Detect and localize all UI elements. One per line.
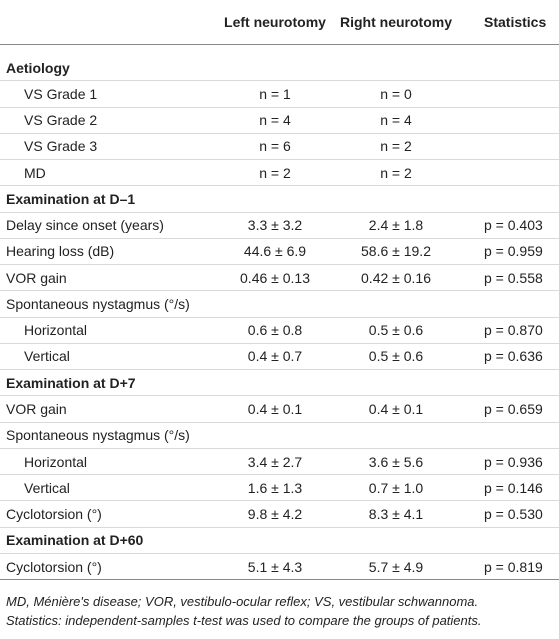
table-cell: p = 0.936 <box>484 453 543 470</box>
table-row: VS Grade 3 n = 6 n = 2 <box>0 134 559 161</box>
table-cell: p = 0.659 <box>484 401 543 417</box>
row-label: Spontaneous nystagmus (°/s) <box>6 295 190 312</box>
table-cell: 3.6 ± 5.6 <box>368 453 424 470</box>
section-row: Examination at D–1 <box>0 186 559 213</box>
table-cell: p = 0.403 <box>484 217 543 234</box>
table-row: VS Grade 1 n = 1 n = 0 <box>0 81 559 108</box>
table-cell: n = 2 <box>259 164 291 181</box>
row-label: MD <box>24 164 46 181</box>
table-cell: n = 4 <box>380 112 412 129</box>
table-cell: n = 2 <box>380 138 412 155</box>
table-cell: n = 4 <box>259 112 291 129</box>
table-row: VS Grade 2 n = 4 n = 4 <box>0 108 559 134</box>
table-cell: 0.5 ± 0.6 <box>368 348 424 365</box>
table-row: VOR gain 0.46 ± 0.13 0.42 ± 0.16 p = 0.558 <box>0 265 559 292</box>
table-header: Left neurotomy Right neurotomy Statistic… <box>0 0 559 45</box>
row-label: Horizontal <box>24 453 88 470</box>
row-label: Cyclotorsion (°) <box>6 558 102 575</box>
table-row: VOR gain 0.4 ± 0.1 0.4 ± 0.1 p = 0.659 <box>0 396 559 423</box>
table-cell: 1.6 ± 1.3 <box>247 479 303 496</box>
row-label: Cyclotorsion (°) <box>6 506 102 523</box>
row-label: VS Grade 2 <box>24 112 98 129</box>
row-label: VS Grade 1 <box>24 85 98 102</box>
table-cell: n = 1 <box>259 85 291 102</box>
table-cell: 0.42 ± 0.16 <box>361 269 431 286</box>
table-row: Vertical 1.6 ± 1.3 0.7 ± 1.0 p = 0.146 <box>0 475 559 502</box>
table-cell: 44.6 ± 6.9 <box>243 243 307 260</box>
table-row: MD n = 2 n = 2 <box>0 160 559 187</box>
header-cell: Statistics <box>484 14 547 30</box>
row-label: VOR gain <box>6 401 67 417</box>
table-cell: p = 0.558 <box>484 269 543 286</box>
table-cell: 2.4 ± 1.8 <box>368 217 424 234</box>
table-cell: 8.3 ± 4.1 <box>368 506 424 523</box>
table-cell: p = 0.870 <box>484 322 543 339</box>
section-title: Examination at D+60 <box>6 532 144 549</box>
section-row: Examination at D+60 <box>0 528 559 554</box>
table-cell: p = 0.636 <box>484 348 543 365</box>
section-title: Aetiology <box>6 59 70 76</box>
header-cell: Left neurotomy <box>224 14 326 30</box>
header-cell: Right neurotomy <box>340 14 452 30</box>
table-cell: p = 0.146 <box>484 479 543 496</box>
row-label: Spontaneous nystagmus (°/s) <box>6 427 190 444</box>
table-cell: 0.46 ± 0.13 <box>240 269 310 286</box>
table-cell: n = 6 <box>259 138 291 155</box>
section-row: Aetiology <box>0 55 559 82</box>
row-label: Delay since onset (years) <box>6 217 164 234</box>
table-cell: n = 2 <box>380 164 412 181</box>
row-label: Vertical <box>24 479 70 496</box>
table-cell: 5.1 ± 4.3 <box>247 558 303 575</box>
section-title: Examination at D–1 <box>6 190 136 207</box>
table-row: Vertical 0.4 ± 0.7 0.5 ± 0.6 p = 0.636 <box>0 344 559 371</box>
table-cell: 0.7 ± 1.0 <box>368 479 424 496</box>
row-label: Hearing loss (dB) <box>6 243 115 260</box>
table-row: Spontaneous nystagmus (°/s) <box>0 423 559 449</box>
table-cell: n = 0 <box>380 85 412 102</box>
table-cell: 0.6 ± 0.8 <box>247 322 303 339</box>
table-row: Cyclotorsion (°) 5.1 ± 4.3 5.7 ± 4.9 p = 0.… <box>0 554 559 581</box>
table-cell: 58.6 ± 19.2 <box>361 243 431 260</box>
table-row: Horizontal 3.4 ± 2.7 3.6 ± 5.6 p = 0.936 <box>0 449 559 476</box>
table-cell: 0.4 ± 0.1 <box>247 401 303 417</box>
table-row: Delay since onset (years) 3.3 ± 3.2 2.4 ± … <box>0 213 559 239</box>
table-cell: 0.5 ± 0.6 <box>368 322 424 339</box>
row-label: VOR gain <box>6 269 67 286</box>
table-row: Hearing loss (dB) 44.6 ± 6.9 58.6 ± 19.2 p … <box>0 239 559 266</box>
row-label: Vertical <box>24 348 70 365</box>
table-row: Cyclotorsion (°) 9.8 ± 4.2 8.3 ± 4.1 p = 0.… <box>0 501 559 528</box>
table-cell: p = 0.819 <box>484 558 543 575</box>
table-cell: 0.4 ± 0.1 <box>368 401 424 417</box>
section-row: Examination at D+7 <box>0 370 559 397</box>
row-label: VS Grade 3 <box>24 138 98 155</box>
footnote: MD, Ménière's disease; VOR, vestibulo-oc… <box>6 594 479 609</box>
table-cell: p = 0.959 <box>484 243 543 260</box>
table-cell: 9.8 ± 4.2 <box>247 506 303 523</box>
table-cell: 0.4 ± 0.7 <box>247 348 303 365</box>
footnote: Statistics: independent-samples t-test w… <box>6 613 482 628</box>
table-row: Horizontal 0.6 ± 0.8 0.5 ± 0.6 p = 0.870 <box>0 318 559 344</box>
table-cell: 5.7 ± 4.9 <box>368 558 424 575</box>
table-row: Spontaneous nystagmus (°/s) <box>0 291 559 318</box>
table-cell: 3.4 ± 2.7 <box>247 453 303 470</box>
row-label: Horizontal <box>24 322 88 339</box>
table-cell: 3.3 ± 3.2 <box>247 217 303 234</box>
section-title: Examination at D+7 <box>6 374 136 391</box>
table-cell: p = 0.530 <box>484 506 543 523</box>
